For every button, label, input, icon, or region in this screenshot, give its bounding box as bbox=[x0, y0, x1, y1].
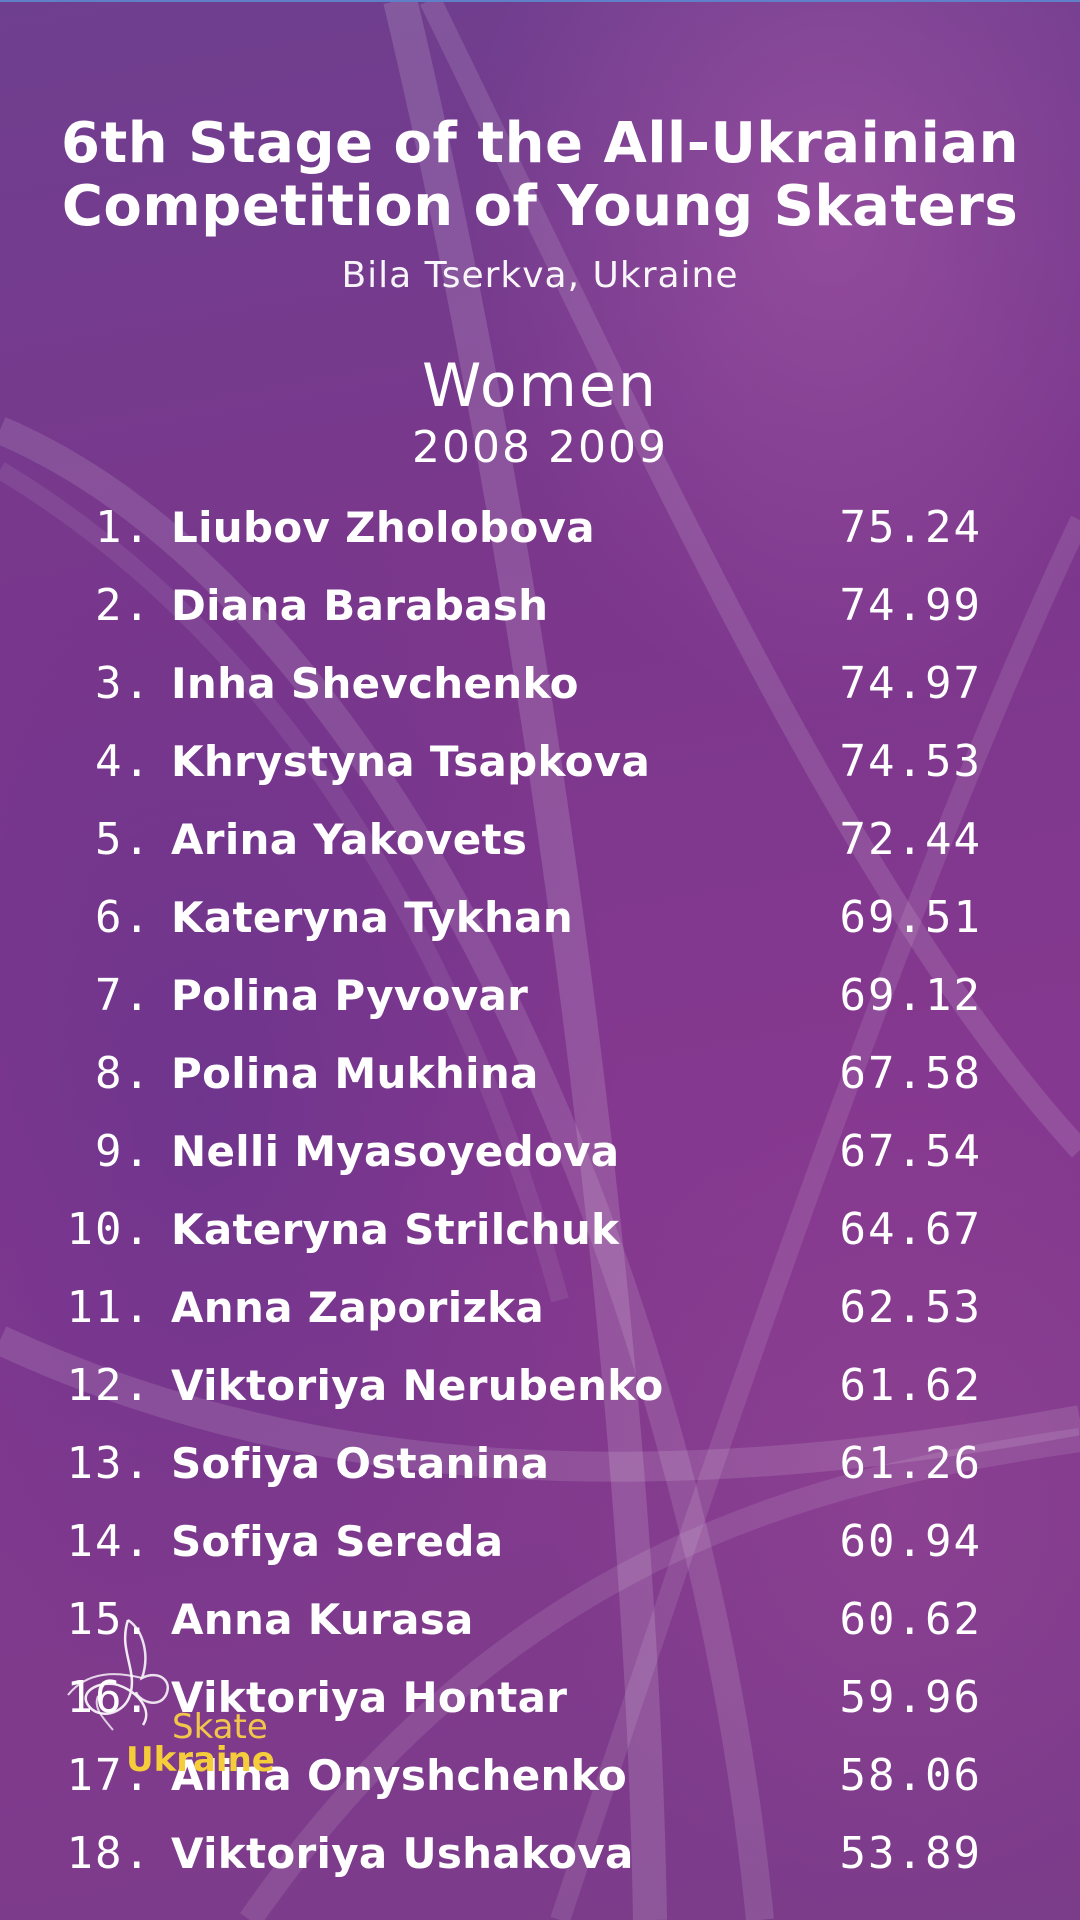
result-score: 60.94 bbox=[839, 1516, 982, 1567]
result-row: 5. Arina Yakovets 72.44 bbox=[0, 807, 1080, 885]
result-score: 74.97 bbox=[839, 658, 982, 709]
event-title: 6th Stage of the All-Ukrainian Competiti… bbox=[0, 112, 1080, 238]
result-rank: 17. bbox=[66, 1750, 152, 1801]
result-row: 17. Alina Onyshchenko 58.06 bbox=[0, 1743, 1080, 1821]
result-rank: 12. bbox=[66, 1360, 152, 1411]
result-score: 53.89 bbox=[839, 1828, 982, 1879]
result-score: 61.62 bbox=[839, 1360, 982, 1411]
result-skater-name: Sofiya Ostanina bbox=[171, 1439, 550, 1488]
result-skater-name: Viktoriya Hontar bbox=[171, 1673, 568, 1722]
category-years: 2008 2009 bbox=[412, 422, 668, 473]
result-rank: 9. bbox=[95, 1126, 152, 1177]
result-score: 61.26 bbox=[839, 1438, 982, 1489]
result-score: 67.58 bbox=[839, 1048, 982, 1099]
result-rank: 11. bbox=[66, 1282, 152, 1333]
results-list: 1. Liubov Zholobova 75.24 2. Diana Barabash 7… bbox=[0, 495, 1080, 1899]
result-score: 74.99 bbox=[839, 580, 982, 631]
result-rank: 2. bbox=[95, 580, 152, 631]
result-score: 69.12 bbox=[839, 970, 982, 1021]
logo-text-skate: Skate bbox=[172, 1707, 268, 1747]
result-rank: 4. bbox=[95, 736, 152, 787]
result-skater-name: Kateryna Tykhan bbox=[171, 893, 574, 942]
skater-figure-icon bbox=[67, 1618, 169, 1731]
result-skater-name: Polina Mukhina bbox=[171, 1049, 539, 1098]
result-row: 6. Kateryna Tykhan 69.51 bbox=[0, 885, 1080, 963]
result-row: 11. Anna Zaporizka 62.53 bbox=[0, 1275, 1080, 1353]
result-score: 62.53 bbox=[839, 1282, 982, 1333]
result-score: 69.51 bbox=[839, 892, 982, 943]
result-row: 4. Khrystyna Tsapkova 74.53 bbox=[0, 729, 1080, 807]
result-score: 64.67 bbox=[839, 1204, 982, 1255]
result-rank: 7. bbox=[95, 970, 152, 1021]
event-location: Bila Tserkva, Ukraine bbox=[341, 255, 739, 296]
result-skater-name: Alina Onyshchenko bbox=[171, 1751, 627, 1800]
result-row: 16. Viktoriya Hontar 59.96 bbox=[0, 1665, 1080, 1743]
category-name: Women bbox=[422, 351, 658, 421]
header: 6th Stage of the All-Ukrainian Competiti… bbox=[0, 112, 1080, 298]
result-score: 72.44 bbox=[839, 814, 982, 865]
result-row: 8. Polina Mukhina 67.58 bbox=[0, 1041, 1080, 1119]
result-score: 74.53 bbox=[839, 736, 982, 787]
result-skater-name: Viktoriya Nerubenko bbox=[171, 1361, 664, 1410]
result-rank: 10. bbox=[66, 1204, 152, 1255]
result-rank: 8. bbox=[95, 1048, 152, 1099]
result-row: 14. Sofiya Sereda 60.94 bbox=[0, 1509, 1080, 1587]
result-skater-name: Sofiya Sereda bbox=[171, 1517, 504, 1566]
event-title-line2: Competition of Young Skaters bbox=[61, 174, 1019, 239]
result-rank: 3. bbox=[95, 658, 152, 709]
result-row: 10. Kateryna Strilchuk 64.67 bbox=[0, 1197, 1080, 1275]
result-skater-name: Viktoriya Ushakova bbox=[171, 1829, 634, 1878]
result-score: 59.96 bbox=[839, 1672, 982, 1723]
result-skater-name: Khrystyna Tsapkova bbox=[171, 737, 651, 786]
result-rank: 15. bbox=[66, 1594, 152, 1645]
result-row: 2. Diana Barabash 74.99 bbox=[0, 573, 1080, 651]
result-skater-name: Arina Yakovets bbox=[171, 815, 528, 864]
result-skater-name: Diana Barabash bbox=[171, 581, 549, 630]
result-rank: 18. bbox=[66, 1828, 152, 1879]
result-skater-name: Nelli Myasoyedova bbox=[171, 1127, 620, 1176]
result-rank: 1. bbox=[95, 502, 152, 553]
result-skater-name: Liubov Zholobova bbox=[171, 503, 595, 552]
result-rank: 6. bbox=[95, 892, 152, 943]
result-score: 67.54 bbox=[839, 1126, 982, 1177]
result-row: 7. Polina Pyvovar 69.12 bbox=[0, 963, 1080, 1041]
result-rank: 14. bbox=[66, 1516, 152, 1567]
result-row: 15. Anna Kurasa 60.62 bbox=[0, 1587, 1080, 1665]
result-rank: 13. bbox=[66, 1438, 152, 1489]
result-score: 75.24 bbox=[839, 502, 982, 553]
result-row: 12. Viktoriya Nerubenko 61.62 bbox=[0, 1353, 1080, 1431]
event-title-line1: 6th Stage of the All-Ukrainian bbox=[60, 111, 1019, 176]
result-skater-name: Polina Pyvovar bbox=[171, 971, 529, 1020]
top-accent-line bbox=[0, 0, 1080, 2]
result-skater-name: Kateryna Strilchuk bbox=[171, 1205, 620, 1254]
result-row: 13. Sofiya Ostanina 61.26 bbox=[0, 1431, 1080, 1509]
result-row: 18. Viktoriya Ushakova 53.89 bbox=[0, 1821, 1080, 1899]
result-row: 1. Liubov Zholobova 75.24 bbox=[0, 495, 1080, 573]
skate-ukraine-logo: Skate Ukraine bbox=[58, 1600, 298, 1790]
category-heading: Women 2008 2009 bbox=[0, 350, 1080, 474]
result-skater-name: Anna Zaporizka bbox=[171, 1283, 545, 1332]
result-skater-name: Anna Kurasa bbox=[171, 1595, 474, 1644]
result-row: 9. Nelli Myasoyedova 67.54 bbox=[0, 1119, 1080, 1197]
result-score: 60.62 bbox=[839, 1594, 982, 1645]
result-skater-name: Inha Shevchenko bbox=[171, 659, 579, 708]
result-score: 58.06 bbox=[839, 1750, 982, 1801]
logo-text-ukraine: Ukraine bbox=[126, 1740, 275, 1780]
result-rank: 5. bbox=[95, 814, 152, 865]
result-row: 3. Inha Shevchenko 74.97 bbox=[0, 651, 1080, 729]
